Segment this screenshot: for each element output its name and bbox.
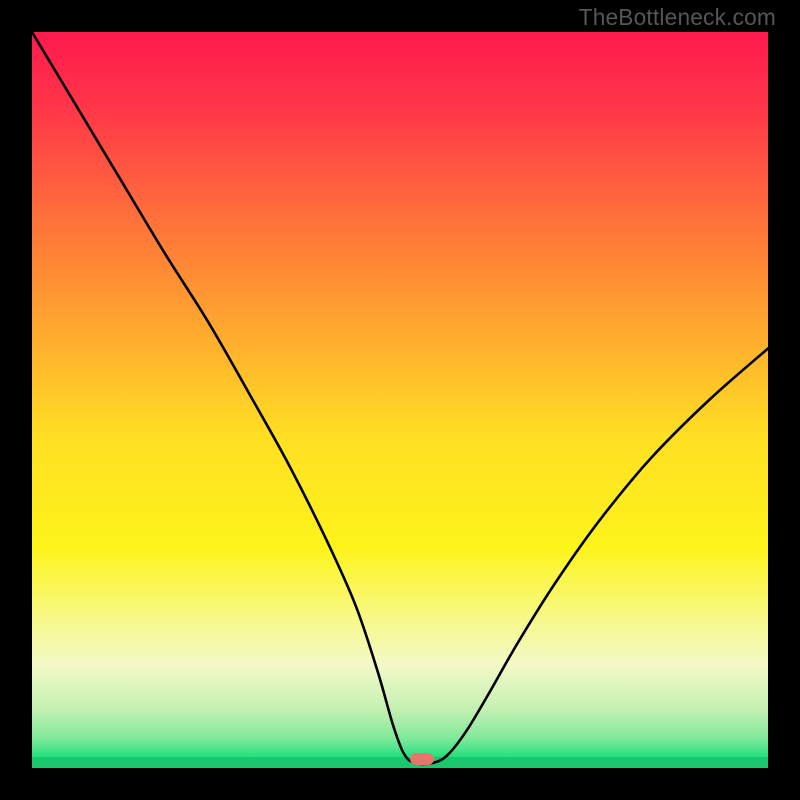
optimal-marker <box>410 753 434 766</box>
plot-area <box>32 32 768 768</box>
bottleneck-curve-svg <box>32 32 768 768</box>
bottleneck-curve-path <box>32 32 768 764</box>
chart-outer: TheBottleneck.com <box>0 0 800 800</box>
watermark-text: TheBottleneck.com <box>579 4 776 31</box>
